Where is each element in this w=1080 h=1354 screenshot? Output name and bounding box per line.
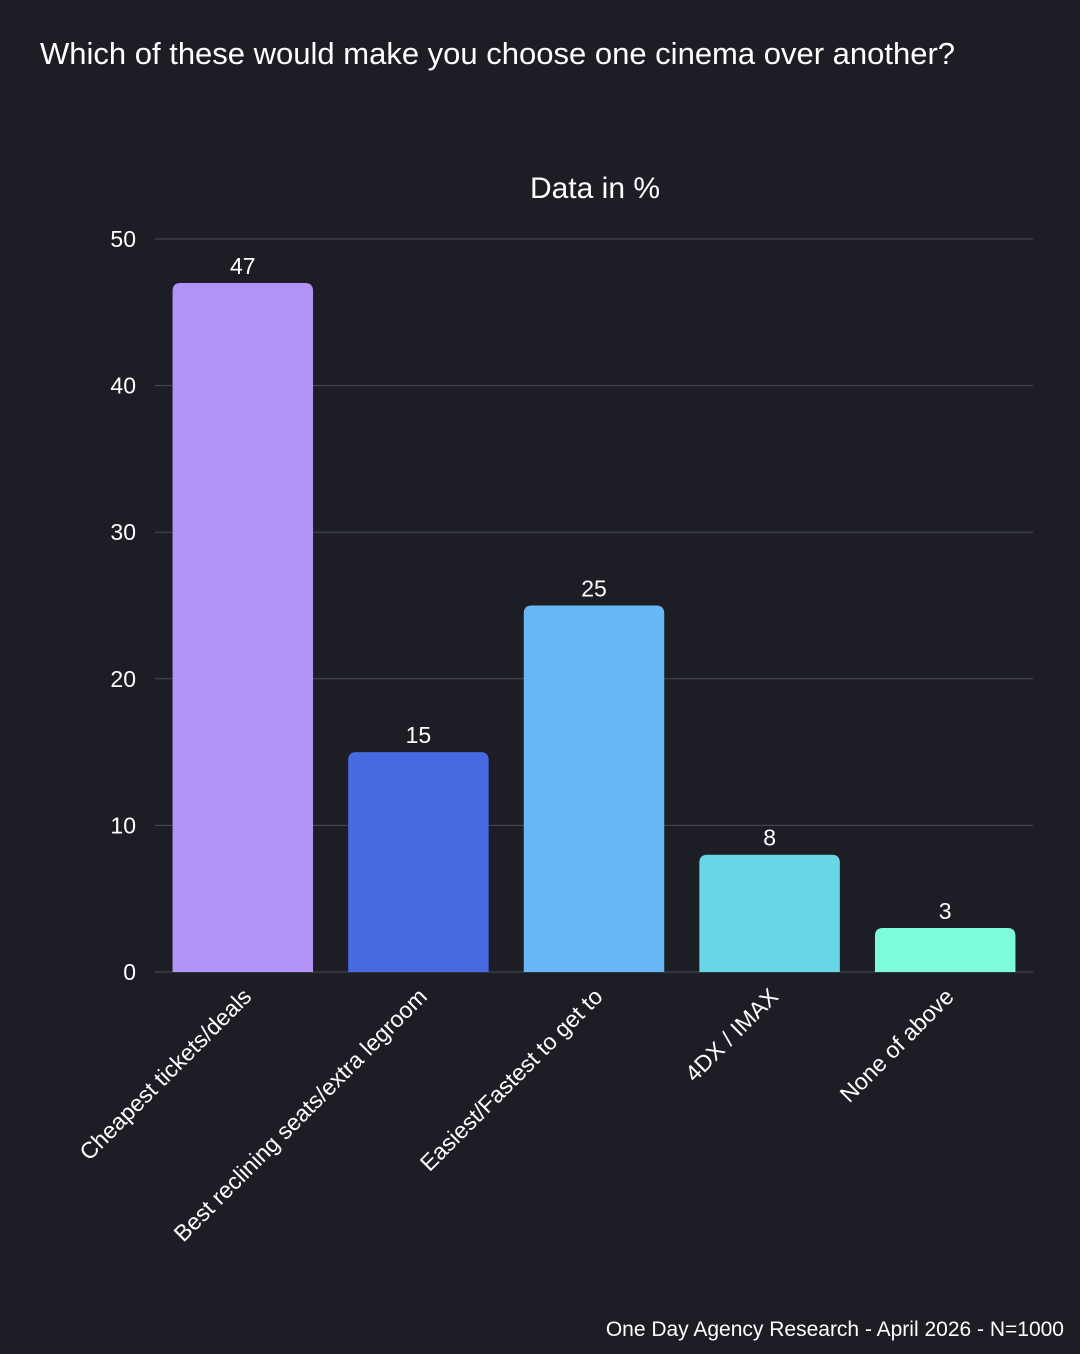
x-tick-label: 4DX / IMAX: [680, 983, 783, 1086]
data-label: 25: [581, 576, 607, 602]
data-labels: 47 15 25 8 3: [230, 253, 952, 924]
bar: [172, 282, 314, 973]
y-tick-label: 30: [110, 519, 136, 545]
data-label: 47: [230, 253, 256, 279]
y-axis-ticks: 0 10 20 30 40 50: [110, 226, 136, 985]
bar: [523, 605, 665, 972]
bar: [874, 928, 1016, 972]
y-tick-label: 0: [123, 959, 136, 985]
page-title: Which of these would make you choose one…: [40, 36, 956, 71]
y-tick-label: 20: [110, 666, 136, 692]
chart-title: Data in %: [530, 172, 660, 205]
y-tick-label: 40: [110, 373, 136, 399]
data-label: 3: [939, 898, 952, 924]
source-footnote: One Day Agency Research - April 2026 - N…: [605, 1318, 1064, 1341]
x-tick-label: Easiest/Fastest to get to: [415, 983, 608, 1176]
x-tick-label: None of above: [835, 983, 959, 1107]
data-label: 8: [763, 825, 776, 851]
bar: [699, 854, 840, 972]
y-tick-label: 50: [110, 226, 136, 252]
bar: [348, 752, 489, 972]
data-label: 15: [406, 722, 432, 748]
x-tick-label: Cheapest tickets/deals: [74, 983, 256, 1165]
y-tick-label: 10: [110, 812, 136, 838]
bars: [172, 282, 1016, 973]
